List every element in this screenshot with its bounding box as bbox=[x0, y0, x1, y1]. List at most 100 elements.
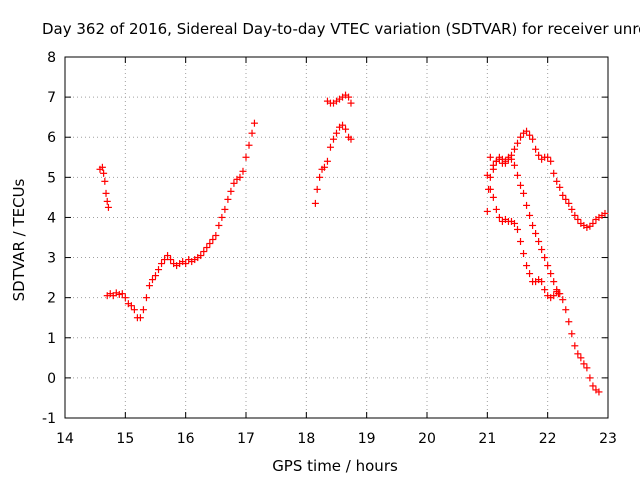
data-point bbox=[547, 157, 555, 165]
data-point bbox=[345, 93, 353, 101]
x-tick-label: 20 bbox=[418, 431, 436, 447]
series-segment-d bbox=[323, 91, 355, 107]
data-point bbox=[571, 211, 579, 219]
data-point bbox=[526, 270, 534, 278]
data-point bbox=[221, 205, 229, 213]
y-tick-label: 7 bbox=[47, 90, 56, 106]
data-point bbox=[495, 213, 503, 221]
data-point bbox=[242, 153, 250, 161]
data-point bbox=[553, 177, 561, 185]
data-point bbox=[510, 219, 518, 227]
data-point bbox=[100, 169, 108, 177]
data-point bbox=[589, 382, 597, 390]
data-point bbox=[541, 286, 549, 294]
data-point bbox=[571, 342, 579, 350]
y-tick-label: 4 bbox=[47, 210, 56, 226]
data-point bbox=[529, 221, 537, 229]
y-tick-label: 1 bbox=[47, 331, 56, 347]
data-point bbox=[104, 203, 112, 211]
data-point bbox=[486, 185, 494, 193]
data-point bbox=[103, 197, 111, 205]
data-point bbox=[329, 135, 337, 143]
data-point bbox=[197, 252, 205, 260]
data-point bbox=[559, 191, 567, 199]
data-point bbox=[203, 244, 211, 252]
data-point bbox=[565, 318, 573, 326]
data-point bbox=[161, 256, 169, 264]
data-point bbox=[550, 169, 558, 177]
data-point bbox=[526, 131, 534, 139]
data-point bbox=[574, 350, 582, 358]
data-point bbox=[158, 260, 166, 268]
data-point bbox=[510, 145, 518, 153]
data-point bbox=[239, 167, 247, 175]
data-point bbox=[167, 256, 175, 264]
data-point bbox=[601, 209, 609, 217]
data-point bbox=[121, 294, 129, 302]
data-point bbox=[182, 260, 190, 268]
series-segment-a bbox=[96, 163, 112, 211]
data-point bbox=[523, 127, 531, 135]
series-segment-c bbox=[311, 121, 355, 207]
data-point bbox=[200, 248, 208, 256]
data-point bbox=[316, 173, 324, 181]
y-tick-label: 6 bbox=[47, 130, 56, 146]
data-point bbox=[510, 161, 518, 169]
chart-title: Day 362 of 2016, Sidereal Day-to-day VTE… bbox=[42, 20, 640, 38]
data-point bbox=[164, 252, 172, 260]
data-point bbox=[145, 282, 153, 290]
x-tick-label: 14 bbox=[56, 431, 74, 447]
y-tick-label: 8 bbox=[47, 50, 56, 66]
data-point bbox=[556, 183, 564, 191]
data-point bbox=[311, 199, 319, 207]
data-point bbox=[520, 250, 528, 258]
y-tick-label: 3 bbox=[47, 251, 56, 267]
data-point bbox=[589, 219, 597, 227]
data-point bbox=[218, 213, 226, 221]
data-point bbox=[550, 292, 558, 300]
data-point bbox=[529, 135, 537, 143]
data-point bbox=[130, 306, 138, 314]
data-point bbox=[595, 388, 603, 396]
data-point bbox=[115, 290, 123, 298]
data-point bbox=[320, 163, 328, 171]
data-point bbox=[230, 179, 238, 187]
data-point bbox=[583, 223, 591, 231]
x-tick-label: 22 bbox=[539, 431, 557, 447]
y-tick-label: 0 bbox=[47, 371, 56, 387]
data-point bbox=[568, 330, 576, 338]
data-point bbox=[535, 238, 543, 246]
series-segment-b bbox=[103, 119, 258, 322]
data-point bbox=[520, 189, 528, 197]
x-tick-label: 15 bbox=[116, 431, 134, 447]
series-segment-g bbox=[486, 153, 563, 298]
data-point bbox=[532, 229, 540, 237]
data-point bbox=[523, 201, 531, 209]
data-point bbox=[148, 276, 156, 284]
data-point bbox=[523, 262, 531, 270]
data-point bbox=[215, 221, 223, 229]
data-point bbox=[339, 121, 347, 129]
data-point bbox=[577, 354, 585, 362]
data-point bbox=[574, 215, 582, 223]
data-point bbox=[483, 207, 491, 215]
data-point bbox=[212, 231, 220, 239]
data-point bbox=[544, 262, 552, 270]
x-tick-label: 16 bbox=[177, 431, 195, 447]
data-point bbox=[136, 314, 144, 322]
data-point bbox=[514, 139, 521, 147]
data-point bbox=[486, 153, 494, 161]
x-tick-label: 18 bbox=[297, 431, 315, 447]
data-point bbox=[250, 119, 258, 127]
data-point bbox=[517, 181, 525, 189]
data-point bbox=[492, 205, 500, 213]
y-tick-label: 5 bbox=[47, 170, 56, 186]
data-point bbox=[526, 211, 534, 219]
data-point bbox=[550, 278, 558, 286]
data-point bbox=[333, 129, 340, 137]
data-points bbox=[96, 91, 609, 396]
series-segment-f bbox=[483, 171, 603, 396]
data-point bbox=[514, 225, 521, 233]
y-tick-label: -1 bbox=[42, 411, 56, 427]
data-point bbox=[517, 238, 525, 246]
